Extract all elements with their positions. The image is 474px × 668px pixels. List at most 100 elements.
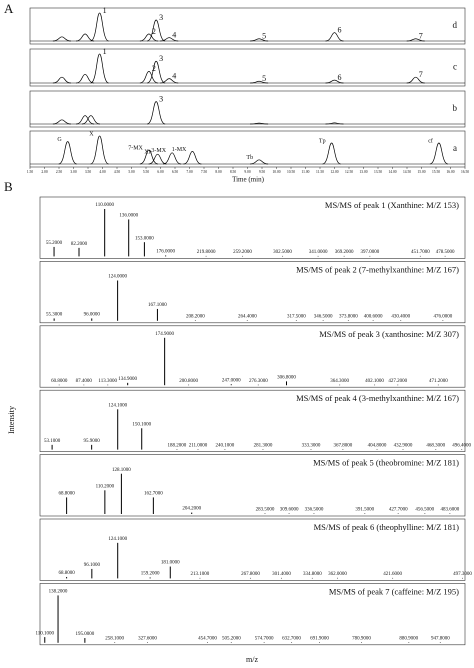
peak-label: 505.2000 [222,636,241,641]
peak [90,53,109,84]
spectrum-title: MS/MS of peak 3 (xanthosine: M/Z 307) [319,329,459,339]
peak [52,76,71,84]
peak [250,38,269,42]
peak-label: 341.0000 [309,250,328,255]
spectrum-title: MS/MS of peak 1 (Xanthine: M/Z 153) [325,200,459,210]
peak-label: 7 [419,32,423,41]
panel-label: A [4,1,14,16]
peak-label: 4 [172,71,176,80]
peak-label: 397.0000 [360,250,379,255]
peak-label: 327.6000 [138,636,157,641]
x-tick-label: 4.50 [114,170,120,174]
peak-label: 471.2000 [429,379,448,384]
peak-label: 82.2000 [71,242,88,247]
peak [90,135,109,165]
peak-label: 947.8000 [431,636,450,641]
peak-label: 346.5000 [314,314,333,319]
peak-label: 53.1000 [44,439,61,444]
peak-label: 110.1000 [35,631,54,636]
peak-label: 451.7000 [411,250,430,255]
peak [163,152,182,165]
peak-label: 7 [419,70,423,79]
peak [160,37,179,42]
peak-label: 110.0000 [95,203,114,208]
peak-label: 96.1000 [84,563,101,568]
peak-label: 200.8000 [179,379,198,384]
peak-label: 427.2000 [388,379,407,384]
peak-label: 367.8000 [333,443,352,448]
x-tick-label: 9.50 [259,170,265,174]
peak [147,60,166,84]
peak-label: 267.8000 [241,572,260,577]
peak-label: 128.1000 [112,468,131,473]
peak [406,38,425,42]
peak-label: 134.9000 [118,377,137,382]
peak-label: 391.5000 [355,508,374,513]
peak-label: 6 [338,25,342,34]
peak-label: Tp [319,138,326,144]
x-tick-label: 14.00 [388,170,396,174]
peak-label: 264.4000 [238,314,257,319]
peak-label: 456.5000 [415,508,434,513]
peak-label: 3 [159,13,163,22]
peak-label: 400.6000 [364,314,383,319]
peak-label: 5 [262,32,266,41]
peak [325,79,344,84]
peak-label: 167.1000 [148,303,167,308]
peak-label: 780.9000 [352,636,371,641]
peak-label: 162.7000 [144,492,163,497]
peak-label: 880.9000 [399,636,418,641]
peak [406,76,425,84]
peak [139,71,158,84]
peak-label: 309.6000 [280,508,299,513]
peak [52,36,71,42]
x-tick-label: 12.00 [330,170,338,174]
peak-label: 497.3000 [453,572,472,577]
peak [160,78,179,84]
x-tick-label: 5.50 [143,170,149,174]
trace-label: b [453,103,458,113]
peak-label: 691.9000 [310,636,329,641]
peak-label: 124.0000 [108,275,127,280]
trace-frame [29,130,466,168]
peak-label: 301.4000 [272,572,291,577]
x-tick-label: 15.00 [417,170,425,174]
spectrum-frame [39,196,466,259]
x-tick-label: 5.00 [128,170,134,174]
peak-label: 1 [103,47,107,56]
peak-label: 7-MX [128,145,143,151]
peak-label: 68.8000 [58,492,75,497]
peak-label: 302.5000 [273,250,292,255]
peak-label: 334.8000 [303,572,322,577]
x-tick-label: 16.00 [446,170,454,174]
peak-label: 136.0000 [119,214,138,219]
peak-label: 281.3000 [254,443,273,448]
peak-label: 1 [103,6,107,15]
peak-label: 333.3000 [302,443,321,448]
peak [429,142,449,165]
x-tick-label: 12.50 [345,170,353,174]
x-tick-label: 11.00 [302,170,310,174]
peak-label: 138.2000 [49,590,68,595]
peak-label: 2 [152,64,156,73]
peak-label: 283.5000 [256,508,275,513]
peak-label: 240.1000 [216,443,235,448]
spectrum-frame [39,389,466,452]
x-tick-label: 10.50 [287,170,295,174]
trace-label: d [453,20,458,30]
peak [58,141,77,165]
peak-label: 113.3000 [98,379,117,384]
peak-label: 219.8000 [197,250,216,255]
peak [148,153,167,165]
peak-label: 468.3000 [426,443,445,448]
peak-label: 3 [159,54,163,63]
x-tick-label: 10.00 [272,170,280,174]
peak [52,119,71,125]
peak-label: 68.8000 [58,571,75,576]
peak [81,115,100,125]
peak-label: 258.1000 [105,636,124,641]
x-tick-label: 2.50 [56,170,62,174]
peak-label: 404.8000 [368,443,387,448]
spectrum-frame [39,454,466,517]
peak-label: 427.7000 [389,508,408,513]
